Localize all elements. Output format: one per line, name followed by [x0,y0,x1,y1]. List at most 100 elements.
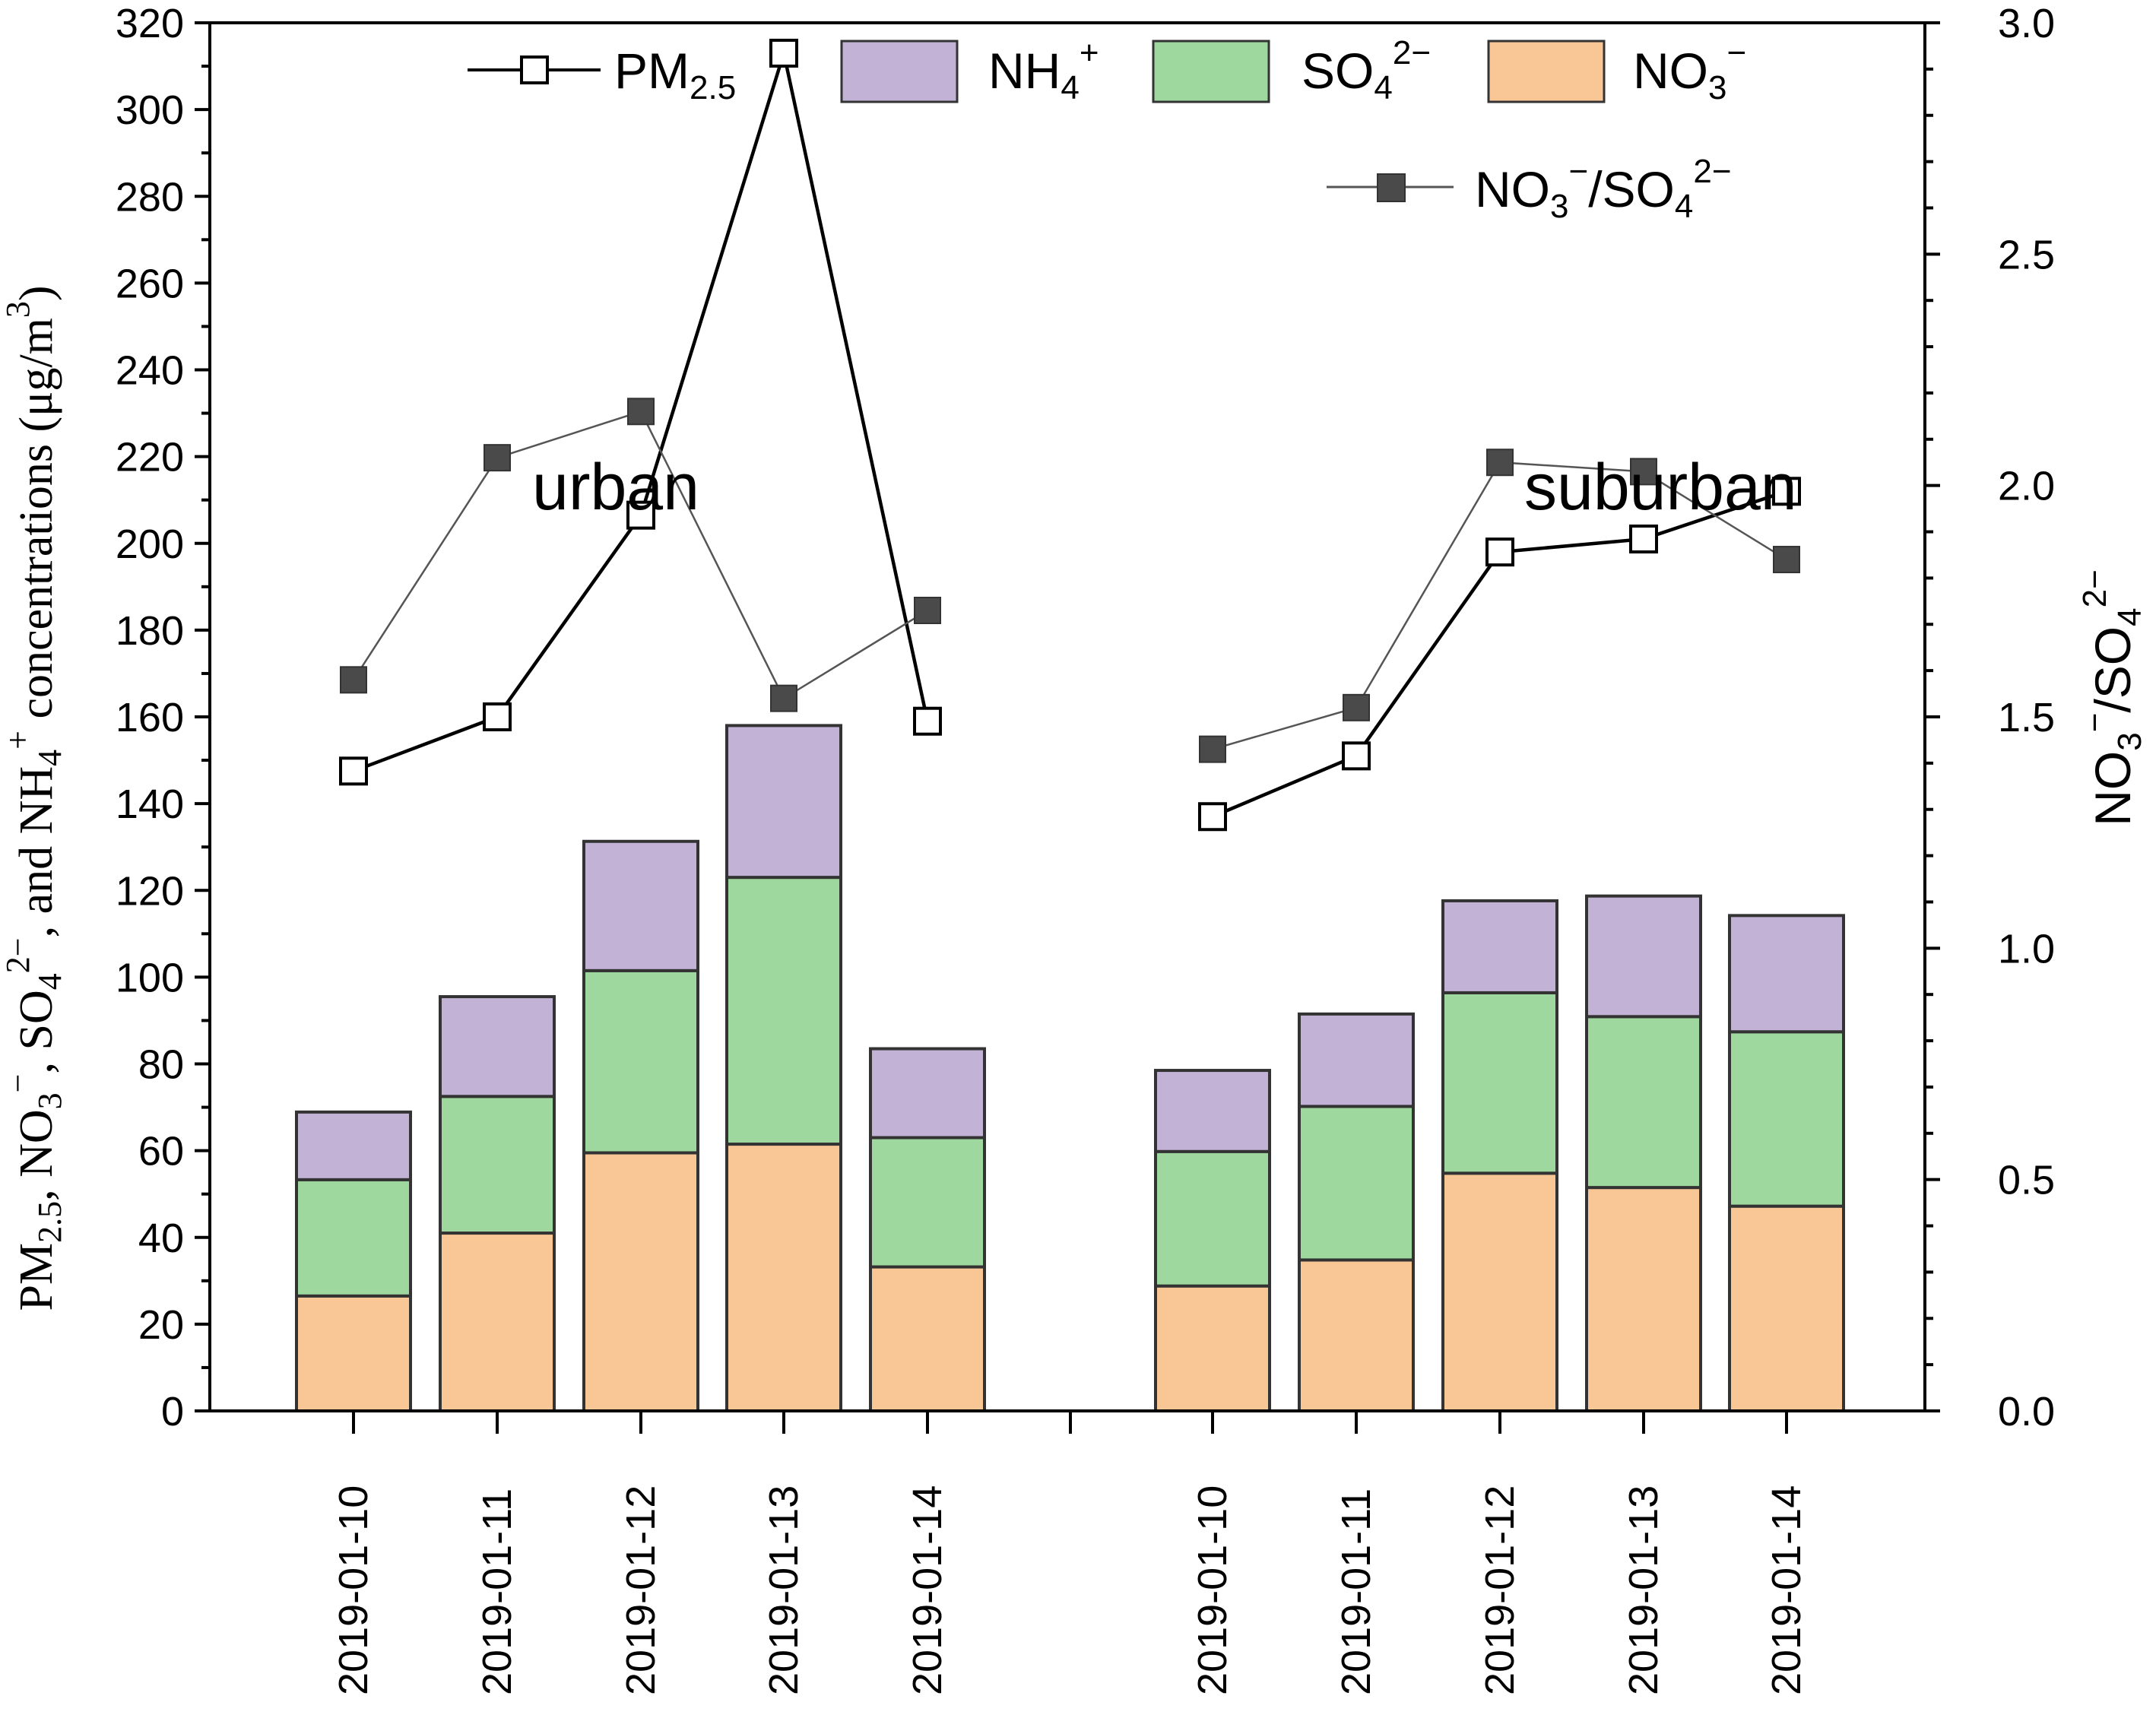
y-axis-title-right: NO3−/SO42− [2076,569,2148,826]
legend-pm25-label: PM2.5 [614,43,736,106]
bar-nh4-urban [439,995,556,1098]
right-tick-label: 1.5 [1998,695,2055,740]
bar-no3-suburban [1585,1186,1702,1413]
bar-no3-urban [725,1143,842,1413]
pm25-point-suburban [1198,802,1227,832]
bar-so42-suburban [1154,1149,1271,1288]
ratio-point-urban [484,444,511,472]
legend: PM2.5 NH4+ SO42− NO3− NO3−/SO42− [468,34,1746,225]
legend-no3-swatch [1487,40,1606,103]
left-tick-label: 320 [116,1,184,46]
pm25-point-urban [769,38,798,68]
pm25-point-suburban [1772,477,1801,506]
right-tick-label: 2.0 [1998,464,2055,509]
pm25-point-urban [913,706,942,736]
right-tick-label: 3.0 [1998,1,2055,46]
x-tick-label-urban: 2019-01-11 [474,1488,520,1695]
ratio-point-urban [627,398,655,426]
left-tick-label: 0 [161,1389,184,1434]
legend-ratio: NO3−/SO42− [1327,153,1732,225]
bar-so42-urban [725,876,842,1146]
stacked-bars [295,724,1845,1413]
left-tick-label: 40 [138,1216,184,1261]
bar-so42-suburban [1585,1015,1702,1190]
right-tick-label: 0.5 [1998,1158,2055,1203]
x-tick-label-suburban: 2019-01-12 [1477,1485,1523,1695]
ratio-point-urban [914,597,941,625]
bar-so42-suburban [1728,1030,1845,1208]
bar-nh4-urban [725,724,842,880]
legend-ratio-label: NO3−/SO42− [1475,153,1732,225]
left-tick-label: 220 [116,435,184,480]
bar-no3-urban [869,1265,986,1412]
right-tick-label: 1.0 [1998,926,2055,972]
x-tick-label-suburban: 2019-01-11 [1333,1488,1379,1695]
group-label-urban: urban [532,451,699,524]
right-tick-label: 2.5 [1998,232,2055,277]
bar-nh4-urban [582,839,699,972]
bar-so42-urban [869,1136,986,1269]
legend-pm25: PM2.5 [468,43,736,106]
ratio-point-urban [770,684,797,712]
line-series [339,38,1801,832]
bar-no3-urban [295,1294,412,1413]
legend-pm25-marker [520,55,549,84]
pm25-point-urban [626,500,655,530]
bar-so42-urban [582,968,699,1155]
legend-nh4-label: NH4+ [988,34,1099,106]
x-tick-label-suburban: 2019-01-10 [1190,1485,1235,1695]
bar-nh4-suburban [1585,894,1702,1019]
legend-so4-label: SO42− [1302,34,1431,106]
bar-nh4-suburban [1441,899,1558,994]
left-tick-label: 120 [116,868,184,914]
right-tick-label: 0.0 [1998,1389,2055,1434]
legend-no3-label: NO3− [1633,34,1746,106]
left-tick-label: 160 [116,695,184,740]
legend-so4: SO42− [1152,34,1431,106]
left-tick-label: 200 [116,521,184,567]
left-tick-label: 300 [116,87,184,133]
left-tick-label: 180 [116,608,184,654]
pm25-point-urban [483,702,512,731]
ratio-point-suburban [1773,546,1800,574]
ratio-point-suburban [1343,693,1370,721]
ratio-point-suburban [1199,735,1226,763]
legend-so4-swatch [1152,40,1270,103]
pm25-point-urban [339,756,368,786]
x-tick-label-suburban: 2019-01-14 [1764,1485,1809,1695]
bar-nh4-suburban [1154,1069,1271,1153]
bar-so42-suburban [1441,991,1558,1175]
bar-no3-suburban [1441,1171,1558,1412]
x-tick-label-suburban: 2019-01-13 [1621,1485,1666,1695]
bar-nh4-suburban [1298,1012,1415,1108]
legend-no3: NO3− [1487,34,1746,106]
legend-ratio-marker [1377,173,1406,202]
bar-no3-urban [582,1151,699,1413]
bar-nh4-urban [295,1110,412,1181]
bar-no3-suburban [1728,1204,1845,1413]
bar-so42-suburban [1298,1105,1415,1262]
legend-nh4: NH4+ [840,34,1099,106]
left-tick-label: 280 [116,174,184,220]
group-label-suburban: suburban [1524,451,1797,524]
left-tick-label: 20 [138,1302,184,1348]
left-tick-label: 80 [138,1042,184,1088]
x-tick-label-urban: 2019-01-14 [905,1485,950,1695]
x-tick-label-urban: 2019-01-10 [331,1485,376,1695]
legend-nh4-swatch [840,40,959,103]
y-axis-title-left: PM2.5, NO3−, SO42−, and NH4+ concentrati… [0,285,68,1311]
left-tick-label: 140 [116,781,184,827]
ratio-point-urban [340,666,367,694]
bar-so42-urban [439,1095,556,1235]
axes [195,21,1940,1434]
ratio-point-suburban [1630,458,1657,486]
left-tick-label: 100 [116,955,184,1000]
left-tick-label: 260 [116,261,184,306]
x-tick-label-urban: 2019-01-12 [618,1485,664,1695]
bar-nh4-urban [869,1047,986,1140]
pm25-point-suburban [1342,741,1371,771]
bar-nh4-suburban [1728,914,1845,1034]
tick-labels: 0 20 40 60 80 100 120 140 160 180 200 220 240 260 280 3… [116,1,2055,1695]
bar-no3-urban [439,1232,556,1412]
